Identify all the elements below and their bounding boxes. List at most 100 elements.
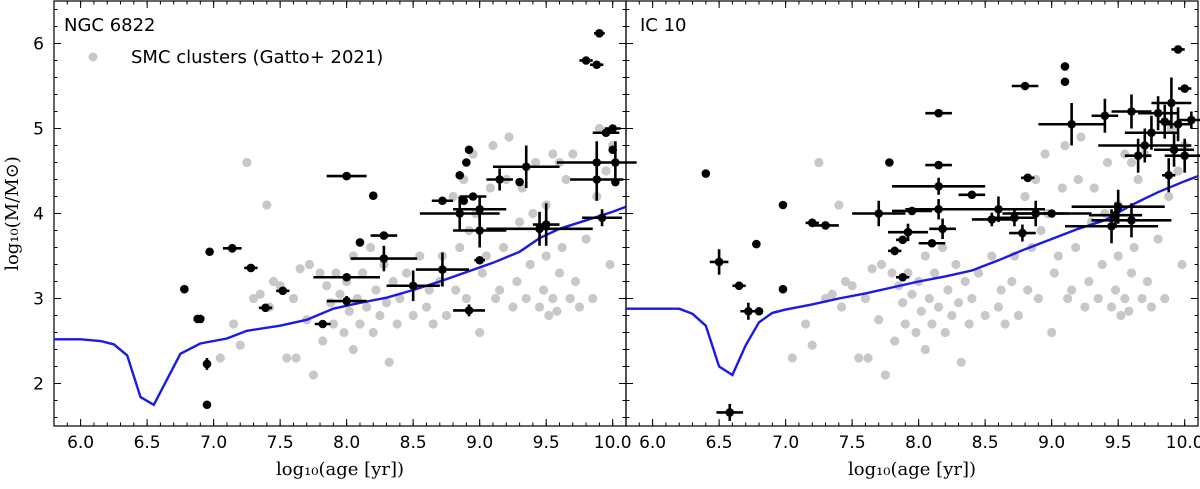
legend-label: SMC clusters (Gatto+ 2021) [131, 47, 383, 68]
smc-cluster-point [339, 327, 349, 338]
smc-cluster-point [421, 302, 432, 312]
smc-cluster-point [953, 298, 964, 308]
smc-cluster-point [1160, 293, 1170, 304]
x-tick-label: 8.0 [905, 433, 932, 453]
smc-cluster-point [262, 200, 272, 210]
smc-cluster-point [318, 336, 328, 346]
cluster-point [934, 108, 943, 118]
smc-cluster-point [561, 174, 571, 185]
smc-cluster-point [395, 293, 405, 304]
smc-cluster-point [911, 327, 921, 338]
cluster-point [342, 272, 351, 282]
smc-cluster-point [860, 293, 871, 304]
smc-cluster-point [508, 302, 518, 312]
smc-cluster-point [365, 242, 376, 253]
smc-cluster-point [847, 281, 857, 291]
cluster-point [938, 224, 947, 234]
smc-cluster-point [800, 319, 811, 329]
smc-cluster-point [1071, 242, 1081, 253]
smc-cluster-point [1040, 149, 1050, 159]
smc-cluster-point [863, 353, 873, 363]
x-tick-label: 9.0 [1038, 433, 1065, 453]
cluster-point [754, 306, 764, 316]
cluster-point [734, 281, 744, 291]
smc-cluster-point [375, 310, 385, 321]
smc-cluster-point [401, 268, 412, 278]
cluster-point [368, 191, 378, 200]
smc-cluster-point [1007, 276, 1017, 287]
cluster-point [1020, 81, 1030, 91]
smc-cluster-point [967, 293, 977, 304]
smc-cluster-point [900, 319, 910, 329]
smc-cluster-point [255, 289, 265, 299]
cluster-point [1047, 209, 1056, 218]
ticks-layer: 6.0 6.5 7.0 7.5 8.0 8.5 9.0 9.5 10.0 2 3 4 5 6 [33, 1, 632, 453]
cluster-point [342, 296, 351, 306]
smc-cluster-point [1084, 276, 1094, 287]
x-tick-label: 7.5 [267, 433, 294, 453]
smc-cluster-point [481, 251, 491, 261]
smc-cluster-point [916, 306, 926, 316]
cluster-point [885, 158, 894, 167]
smc-cluster-point [1110, 285, 1121, 295]
limit-line-layer [626, 174, 1199, 377]
smc-cluster-point [807, 340, 817, 350]
smc-cluster-point [448, 191, 458, 202]
smc-points-layer [787, 123, 1190, 380]
smc-cluster-point [1102, 157, 1113, 168]
x-tick-label: 8.5 [972, 433, 999, 453]
cluster-point [1113, 202, 1123, 211]
smc-cluster-point [930, 268, 940, 278]
smc-cluster-point [940, 327, 950, 338]
panel-ngc6822: 6.0 6.5 7.0 7.5 8.0 8.5 9.0 9.5 10.0 2 3 4 5 6 NGC 68… [2, 0, 637, 480]
y-tick-label: 3 [33, 290, 44, 310]
smc-cluster-point [455, 242, 465, 253]
smc-cluster-point [1089, 183, 1099, 193]
cluster-point [475, 204, 484, 214]
smc-cluster-point [1100, 208, 1110, 219]
smc-cluster-point [947, 310, 957, 321]
smc-cluster-point [326, 298, 336, 308]
x-tick-label: 9.0 [466, 433, 493, 453]
smc-cluster-point [574, 302, 585, 312]
cluster-point [592, 60, 602, 70]
smc-cluster-point [1060, 140, 1070, 151]
x-tick-label: 6.0 [67, 433, 94, 453]
smc-cluster-point [924, 293, 934, 304]
cluster-point [1180, 84, 1189, 93]
cluster-points-layer [701, 45, 1200, 421]
smc-cluster-point [840, 276, 851, 287]
smc-cluster-point [228, 319, 239, 329]
x-axis-label: log₁₀(age [yr]) [848, 459, 976, 480]
smc-cluster-point [1133, 174, 1143, 185]
smc-cluster-point [1080, 302, 1090, 312]
x-tick-label: 6.5 [706, 433, 733, 453]
cluster-point [611, 158, 620, 167]
smc-cluster-point [588, 293, 598, 304]
smc-cluster-point [291, 353, 301, 363]
smc-cluster-point [521, 293, 531, 304]
cluster-point [475, 226, 484, 235]
cluster-point [379, 254, 389, 263]
cluster-points-layer [180, 29, 637, 410]
x-tick-label: 8.0 [333, 433, 360, 453]
smc-cluster-point [987, 251, 997, 261]
cluster-point [455, 170, 465, 180]
smc-cluster-point [880, 370, 890, 380]
cluster-point [379, 231, 389, 240]
smc-cluster-point [242, 157, 252, 168]
smc-cluster-point [1142, 276, 1153, 287]
smc-cluster-point [1073, 174, 1083, 185]
panel-ic10: 6.0 6.5 7.0 7.5 8.0 8.5 9.0 9.5 10.0 IC 10 log₁₀… [625, 0, 1200, 480]
smc-cluster-point [348, 344, 358, 355]
smc-cluster-point [308, 370, 318, 380]
cluster-point [581, 56, 591, 65]
cluster-point [1060, 62, 1070, 71]
cluster-point [1107, 221, 1116, 231]
cluster-point [202, 400, 212, 410]
smc-cluster-point [920, 251, 930, 261]
smc-cluster-point [512, 276, 522, 287]
smc-cluster-point [282, 353, 292, 363]
smc-cluster-point [295, 264, 305, 274]
smc-cluster-point [834, 200, 844, 210]
